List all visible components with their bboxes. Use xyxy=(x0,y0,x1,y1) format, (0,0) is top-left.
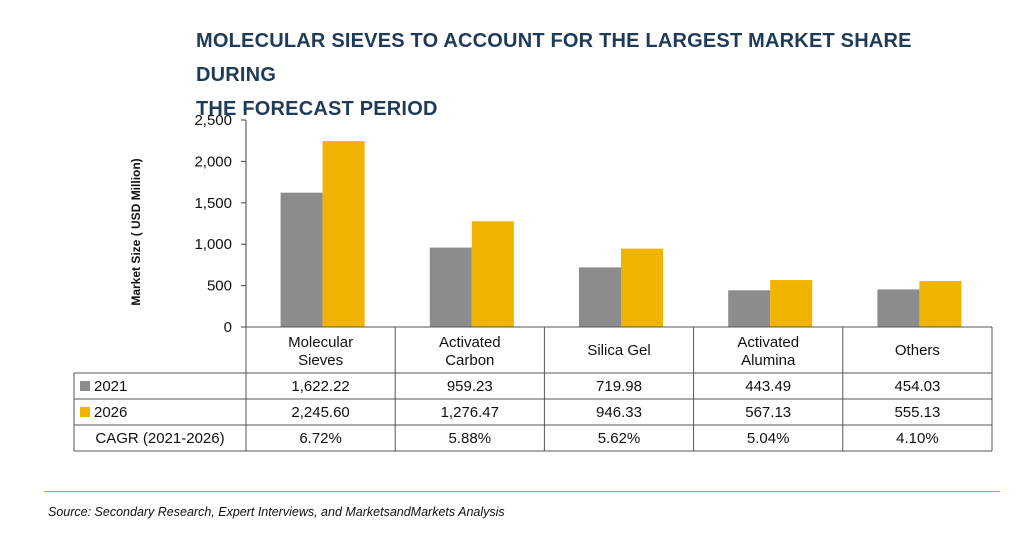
cagr-value: 4.10% xyxy=(896,430,939,447)
y-tick-label: 2,500 xyxy=(194,112,232,129)
y-tick-label: 0 xyxy=(224,319,232,336)
bar-2021 xyxy=(429,247,472,327)
bar-2026 xyxy=(919,281,962,327)
data-label-2021: 1,622.22 xyxy=(291,378,349,395)
y-tick-label: 2,000 xyxy=(194,153,232,170)
x-tick-label: Molecular xyxy=(288,334,353,351)
cagr-value: 5.88% xyxy=(449,430,492,447)
bar-2021 xyxy=(579,267,621,327)
y-tick-label: 1,500 xyxy=(194,195,232,212)
bar-2026 xyxy=(471,221,514,327)
data-label-2026: 555.13 xyxy=(894,404,940,421)
legend-swatch-2021 xyxy=(80,381,90,391)
data-label-2026: 946.33 xyxy=(596,404,642,421)
cagr-value: 5.62% xyxy=(598,430,641,447)
bar-2021 xyxy=(728,290,771,327)
data-label-2021: 454.03 xyxy=(894,378,940,395)
x-tick-label: Alumina xyxy=(741,352,796,369)
chart-title: MOLECULAR SIEVES TO ACCOUNT FOR THE LARG… xyxy=(196,24,996,126)
y-axis-title: Market Size ( USD Million) xyxy=(129,158,143,305)
bar-2021 xyxy=(280,192,323,327)
x-tick-label: Silica Gel xyxy=(587,342,650,359)
y-tick-label: 500 xyxy=(207,278,232,295)
bar-2021 xyxy=(877,289,920,327)
data-label-2021: 443.49 xyxy=(745,378,791,395)
bar-2026 xyxy=(770,280,813,327)
x-tick-label: Activated xyxy=(439,334,501,351)
source-note: Source: Secondary Research, Expert Inter… xyxy=(48,505,505,519)
data-label-2026: 1,276.47 xyxy=(441,404,499,421)
x-tick-label: Activated xyxy=(737,334,799,351)
data-label-2026: 567.13 xyxy=(745,404,791,421)
x-tick-label: Carbon xyxy=(445,352,494,369)
chart-title-line-1: MOLECULAR SIEVES TO ACCOUNT FOR THE LARG… xyxy=(196,30,912,86)
chart-title-line-2: THE FORECAST PERIOD xyxy=(196,98,438,120)
data-label-2021: 719.98 xyxy=(596,378,642,395)
cagr-row-label: CAGR (2021-2026) xyxy=(95,430,224,447)
x-tick-label: Sieves xyxy=(298,352,343,369)
data-label-2026: 2,245.60 xyxy=(291,404,349,421)
bar-chart: 0 500 1,000 1,500 2,000 2,500 Market Size ( US… xyxy=(73,112,993,452)
bar-2026 xyxy=(322,141,365,327)
legend-label-2021: 2021 xyxy=(94,378,127,395)
bar-2026 xyxy=(621,248,663,327)
legend-swatch-2026 xyxy=(80,407,90,417)
data-label-2021: 959.23 xyxy=(447,378,493,395)
source-divider xyxy=(44,491,1000,492)
cagr-value: 6.72% xyxy=(299,430,342,447)
cagr-value: 5.04% xyxy=(747,430,790,447)
x-tick-label: Others xyxy=(895,342,940,359)
legend-label-2026: 2026 xyxy=(94,404,127,421)
y-tick-label: 1,000 xyxy=(194,236,232,253)
